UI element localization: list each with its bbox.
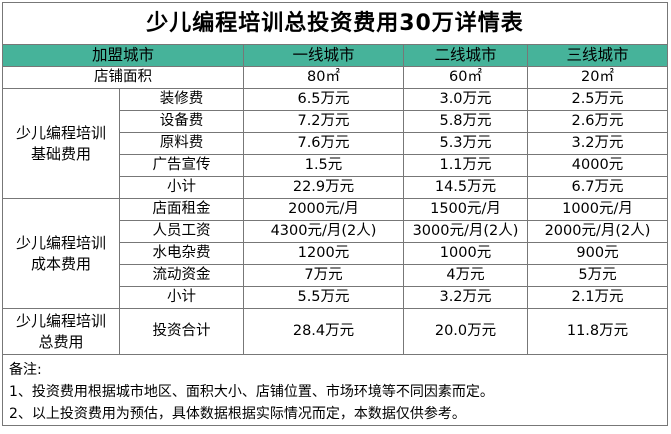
item-label: 水电杂费 [119,242,244,265]
total-tier3: 11.8万元 [527,308,668,355]
item-label: 广告宣传 [119,154,244,177]
table-row: 人员工资 4300元/月(2人) 3000元/月(2人) 2000元/月(2人) [3,220,668,243]
cell-tier2: 4万元 [403,264,528,287]
category-label-line: 少儿编程培训 [15,124,106,143]
header-tier2-city: 二线城市 [403,44,528,67]
category-running-costs: 少儿编程培训 成本费用 [2,198,120,309]
notes-heading: 备注: [9,362,42,378]
category-label-line: 少儿编程培训 [15,312,106,331]
note-line: 2、以上投资费用为预估，具体数据根据实际情况而定，本数据仅供参考。 [9,406,466,422]
total-tier2: 20.0万元 [403,308,528,355]
cell-tier1: 1200元 [243,242,404,265]
note-line: 1、投资费用根据城市地区、面积大小、店铺位置、市场环境等不同因素而定。 [9,384,494,400]
cell-tier3: 5万元 [527,264,668,287]
cell-tier3: 4000元 [527,154,668,177]
cell-tier1: 2000元/月 [243,198,404,221]
store-area-tier2: 60㎡ [403,66,528,89]
store-area-tier1: 80㎡ [243,66,404,89]
category-label-line: 总费用 [38,332,84,351]
subtotal-tier3: 6.7万元 [527,176,668,199]
table-row: 少儿编程培训 成本费用 店面租金 2000元/月 1500元/月 1000元/月 [2,198,668,309]
header-tier3-city: 三线城市 [527,44,668,67]
table-row: 小计 22.9万元 14.5万元 6.7万元 [3,176,668,199]
cell-tier2: 1000元 [403,242,528,265]
cell-tier1: 7万元 [243,264,404,287]
cell-tier3: 2000元/月(2人) [527,220,668,243]
subtotal-tier2: 3.2万元 [403,286,528,309]
item-label: 原料费 [119,132,244,155]
subtotal-label: 小计 [119,176,244,199]
cell-tier3: 2.6万元 [527,110,668,133]
cell-tier3: 1000元/月 [527,198,668,221]
table-row: 少儿编程培训 总费用 投资合计 28.4万元 20.0万元 11.8万元 [2,308,668,355]
cell-tier1: 4300元/月(2人) [243,220,404,243]
store-area-tier3: 20㎡ [527,66,668,89]
category-label-line: 成本费用 [30,254,91,273]
store-area-label: 店铺面积 [2,66,244,89]
total-label: 投资合计 [119,308,244,355]
category-label-line: 基础费用 [30,144,91,163]
table-row: 水电杂费 1200元 1000元 900元 [3,242,668,265]
cell-tier2: 3.0万元 [403,88,528,111]
category-label-line: 少儿编程培训 [15,234,106,253]
subtotal-tier1: 22.9万元 [243,176,404,199]
cell-tier2: 5.3万元 [403,132,528,155]
header-tier1-city: 一线城市 [243,44,404,67]
cell-tier2: 5.8万元 [403,110,528,133]
item-label: 店面租金 [119,198,244,221]
cell-tier1: 7.2万元 [243,110,404,133]
cell-tier1: 7.6万元 [243,132,404,155]
total-tier1: 28.4万元 [243,308,404,355]
cell-tier1: 6.5万元 [243,88,404,111]
cell-tier2: 1.1万元 [403,154,528,177]
subtotal-label: 小计 [119,286,244,309]
table-row: 广告宣传 1.5元 1.1万元 4000元 [3,154,668,177]
header-city-type: 加盟城市 [2,44,244,67]
item-label: 装修费 [119,88,244,111]
category-total-costs: 少儿编程培训 总费用 [2,308,120,355]
item-label: 人员工资 [119,220,244,243]
item-label: 流动资金 [119,264,244,287]
subtotal-tier2: 14.5万元 [403,176,528,199]
table-row: 流动资金 7万元 4万元 5万元 [3,264,668,287]
cell-tier3: 900元 [527,242,668,265]
table-row: 少儿编程培训 基础费用 装修费 6.5万元 3.0万元 2.5万元 [2,88,668,199]
category-basic-costs: 少儿编程培训 基础费用 [2,88,120,199]
notes-section: 备注: 1、投资费用根据城市地区、面积大小、店铺位置、市场环境等不同因素而定。 … [2,354,668,426]
cell-tier2: 3000元/月(2人) [403,220,528,243]
investment-table: 少儿编程培训总投资费用30万详情表 加盟城市 一线城市 二线城市 三线城市 店铺… [2,2,668,426]
item-label: 设备费 [119,110,244,133]
subtotal-tier1: 5.5万元 [243,286,404,309]
subtotal-tier3: 2.1万元 [527,286,668,309]
table-title: 少儿编程培训总投资费用30万详情表 [2,2,668,45]
table-row: 店铺面积 80㎡ 60㎡ 20㎡ [2,66,668,89]
cell-tier1: 1.5元 [243,154,404,177]
cell-tier2: 1500元/月 [403,198,528,221]
cell-tier3: 3.2万元 [527,132,668,155]
cell-tier3: 2.5万元 [527,88,668,111]
